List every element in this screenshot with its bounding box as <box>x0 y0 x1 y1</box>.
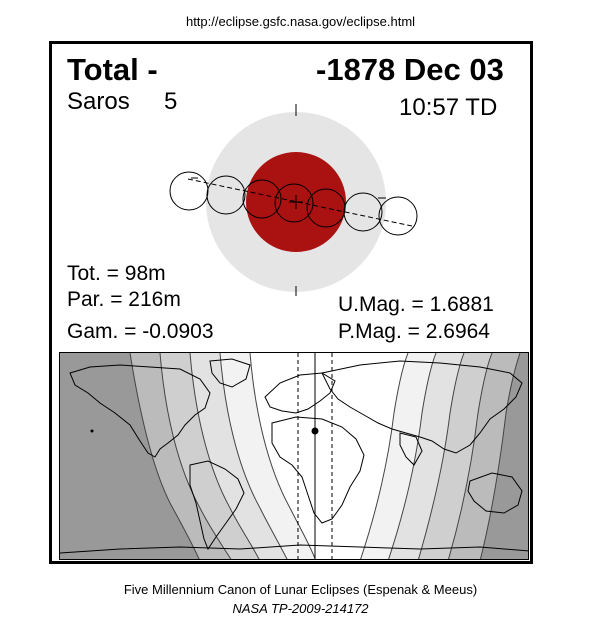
greatest-eclipse-point <box>311 427 319 435</box>
contact-curve-w3 <box>189 353 260 559</box>
eclipse-panel-frame <box>49 41 533 564</box>
contact-curve-e2 <box>448 353 493 559</box>
contact-curve-w4 <box>219 353 288 559</box>
map-band-east-2 <box>418 353 492 559</box>
map-night-west <box>60 353 200 559</box>
umbral-magnitude: U.Mag. = 1.6881 <box>338 293 494 316</box>
eclipse-date: -1878 Dec 03 <box>316 52 504 87</box>
gamma-value: Gam. = -0.0903 <box>67 320 214 343</box>
contact-curve-e4 <box>388 353 437 559</box>
map-greenland <box>209 358 251 388</box>
saros-label: Saros <box>67 88 130 115</box>
moon-position-u4 <box>343 192 383 232</box>
moon-position-p4 <box>378 196 418 236</box>
map-band-east-4 <box>360 353 436 559</box>
moon-position-p1 <box>169 171 209 211</box>
moon-position-u3 <box>306 188 346 228</box>
moon-position-u1 <box>206 175 246 215</box>
map-north-america <box>69 364 211 458</box>
map-band-west-4 <box>220 353 316 559</box>
map-antarctica <box>60 544 528 554</box>
greatest-eclipse-time: 10:57 TD <box>399 94 498 121</box>
contact-curve-w1 <box>129 353 200 559</box>
map-band-west-2 <box>160 353 259 559</box>
map-africa <box>271 416 365 524</box>
map-india <box>399 432 423 466</box>
map-night-east <box>480 353 528 559</box>
footer-canon-title: Five Millennium Canon of Lunar Eclipses … <box>123 582 478 597</box>
totality-duration: Tot. = 98m <box>67 262 166 285</box>
contact-curve-e1 <box>479 353 521 559</box>
contact-curve-e3 <box>418 353 465 559</box>
map-australia <box>467 472 523 514</box>
contact-curve-e5 <box>360 353 409 559</box>
moon-position-u2 <box>242 179 282 219</box>
contact-curve-w5 <box>249 353 316 559</box>
footer-publication-id: NASA TP-2009-214172 <box>232 601 369 616</box>
map-band-east-3 <box>388 353 464 559</box>
eclipse-geometry-diagram <box>169 104 418 296</box>
visibility-world-map <box>59 352 529 560</box>
map-europe <box>264 372 336 414</box>
eclipse-type: Total - <box>67 52 158 87</box>
map-asia <box>321 360 523 454</box>
map-marker-dot <box>90 429 94 433</box>
source-url: http://eclipse.gsfc.nasa.gov/eclipse.htm… <box>185 14 416 29</box>
penumbral-magnitude: P.Mag. = 2.6964 <box>338 320 490 343</box>
saros-number: 5 <box>164 88 178 115</box>
map-south-america <box>189 460 245 551</box>
map-band-west-1 <box>130 353 231 559</box>
map-band-east-1 <box>448 353 520 559</box>
partial-duration: Par. = 216m <box>67 288 181 311</box>
moon-position-greatest <box>274 183 314 223</box>
